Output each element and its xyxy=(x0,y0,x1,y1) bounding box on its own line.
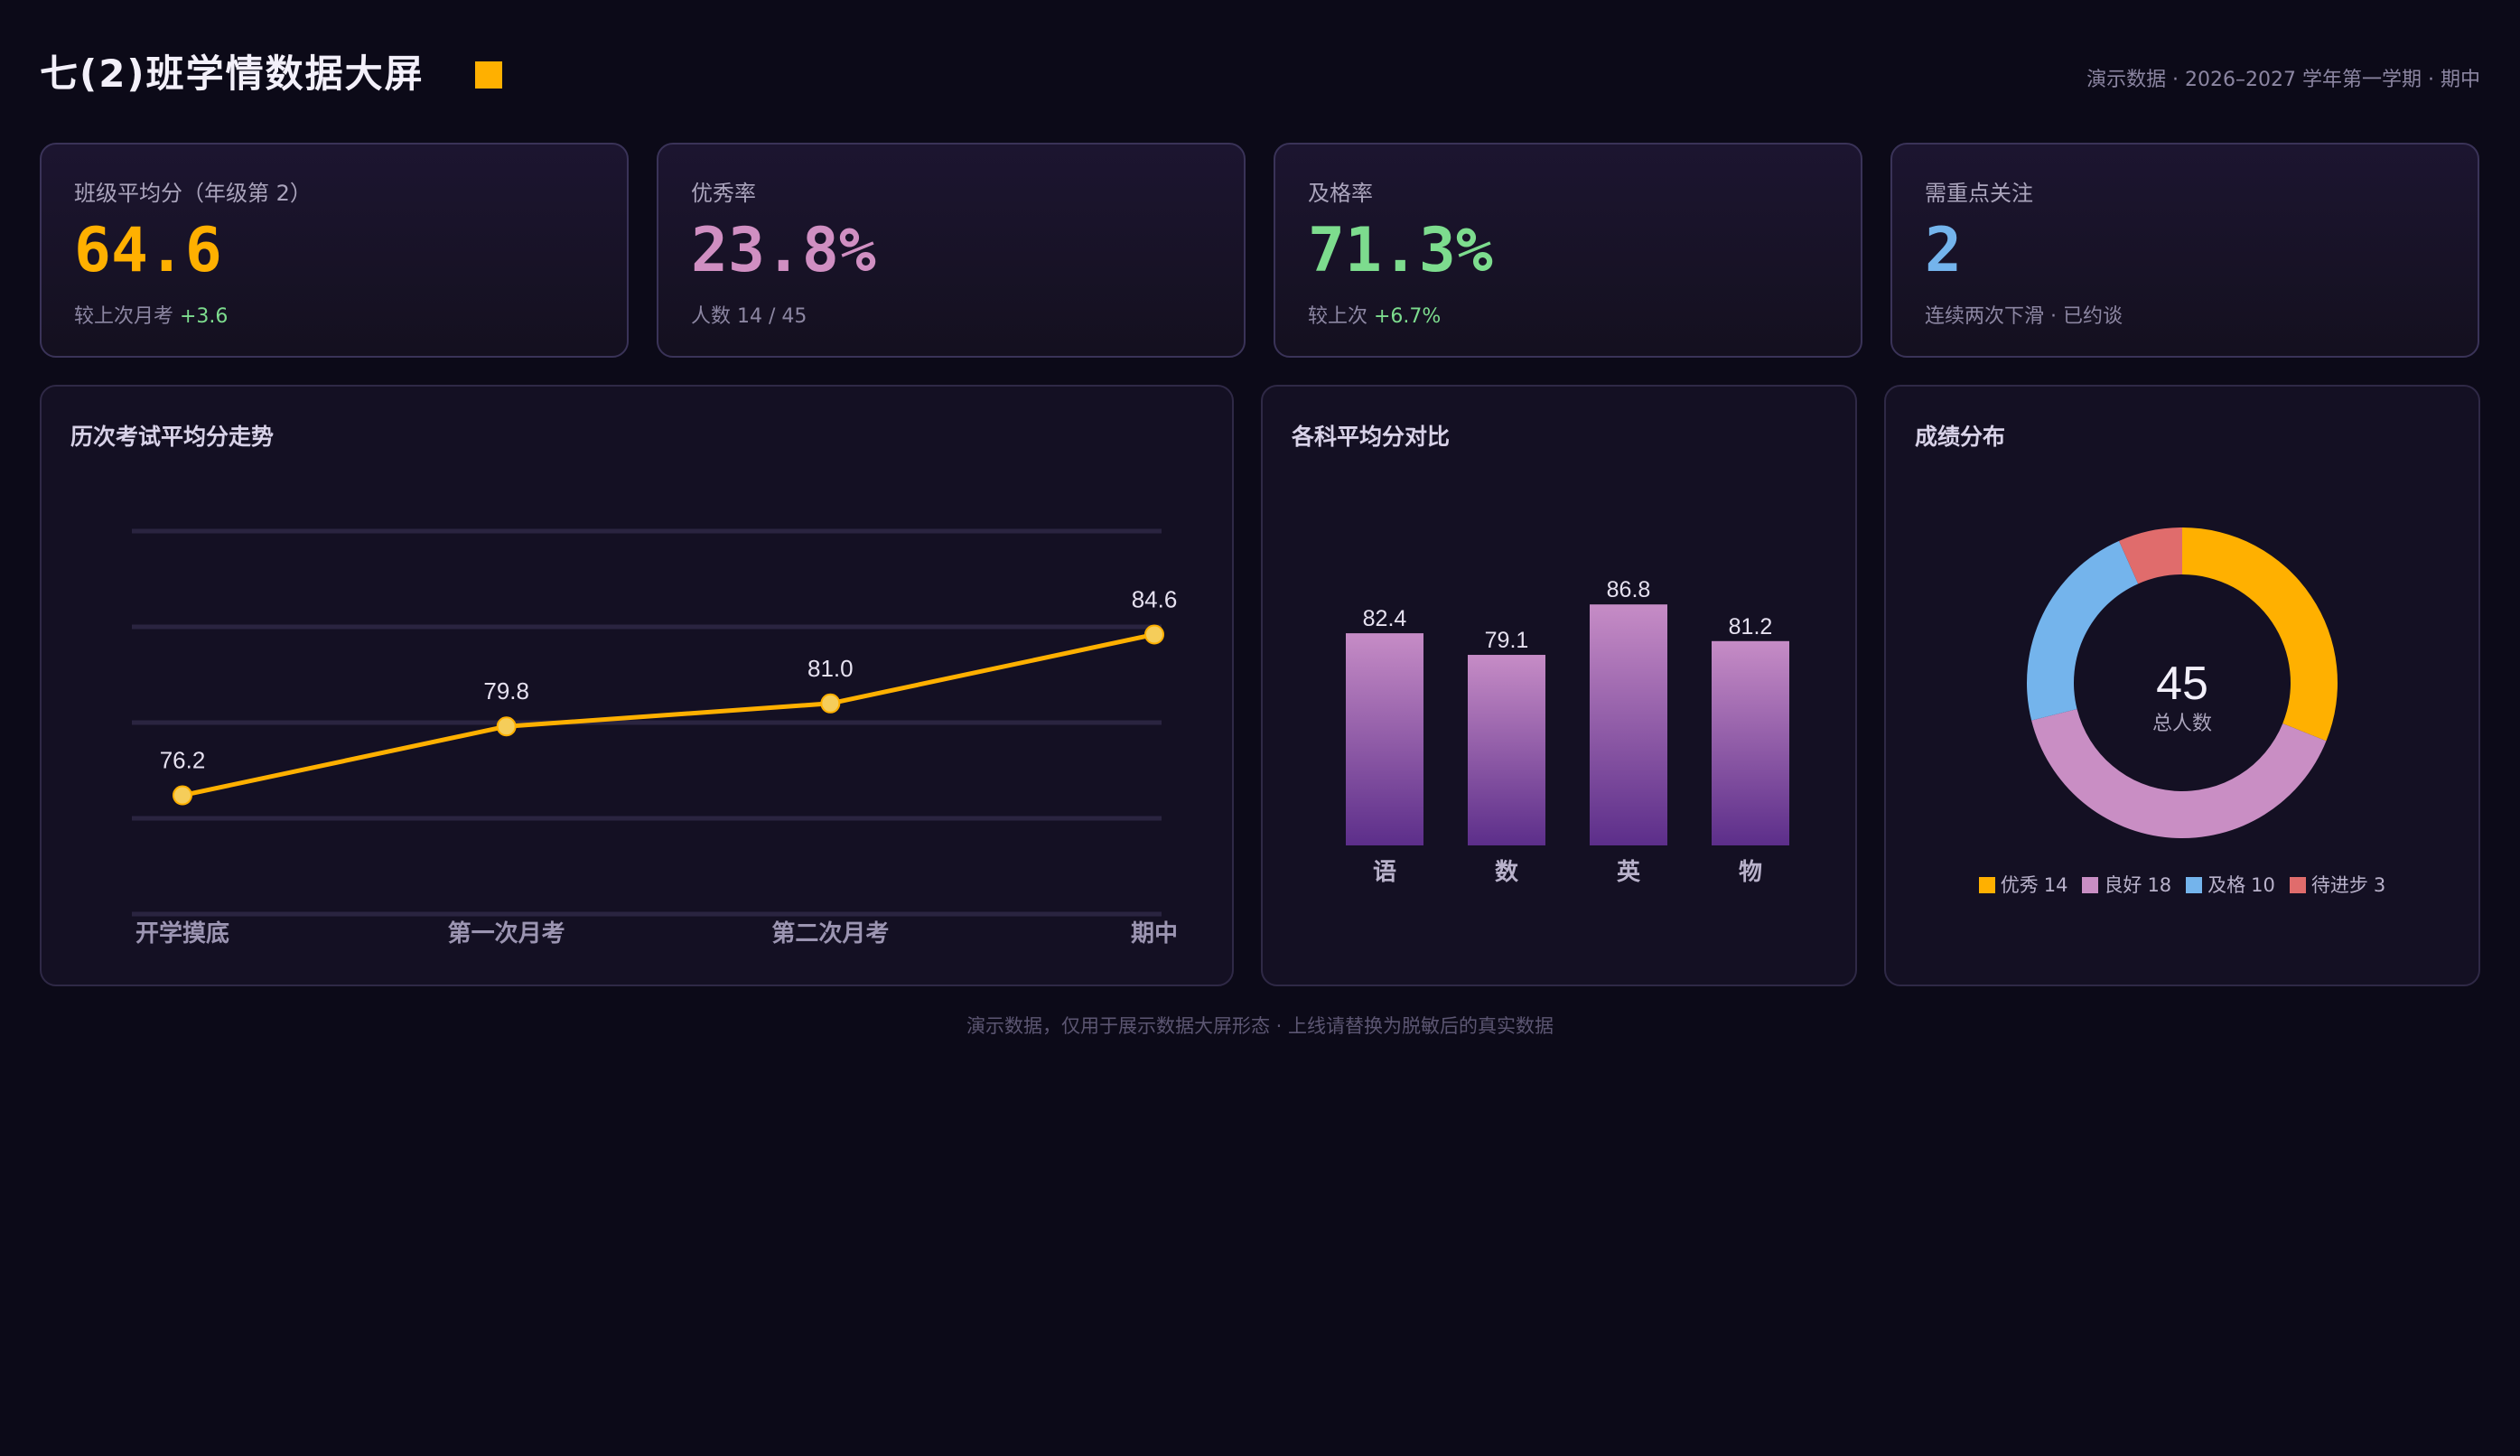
legend-label: 待进步 xyxy=(2310,874,2368,896)
title-accent-square xyxy=(475,61,502,89)
bar-value-label: 86.8 xyxy=(1607,577,1651,602)
kpi-card-attention: 需重点关注 2 连续两次下滑 · 已约谈 xyxy=(1890,143,2479,358)
bar-value-label: 82.4 xyxy=(1363,606,1407,631)
legend-swatch xyxy=(2289,877,2306,893)
kpi-label: 需重点关注 xyxy=(1925,181,2033,206)
donut-slice xyxy=(2182,527,2338,742)
legend-count: 18 xyxy=(2147,874,2172,896)
header: 七(2)班学情数据大屏 演示数据 · 2026–2027 学年第一学期 · 期中 xyxy=(40,47,2480,101)
data-point xyxy=(820,693,841,714)
bar xyxy=(1346,633,1423,845)
donut-slice xyxy=(2031,709,2327,838)
bar xyxy=(1468,655,1545,845)
kpi-sub: 较上次 +6.7% xyxy=(1308,300,1441,329)
kpi-sub: 连续两次下滑 · 已约谈 xyxy=(1925,300,2123,329)
trend-line-chart: 76.2 开学摸底 79.8 第一次月考 81.0 第二次月考 84.6 期中 xyxy=(132,528,1178,947)
legend-item: 良好 18 xyxy=(2082,871,2171,898)
kpi-card-pass-rate: 及格率 71.3% 较上次 +6.7% xyxy=(1274,143,1862,358)
kpi-value: 23.8% xyxy=(691,215,876,286)
kpi-card-average: 班级平均分（年级第 2） 64.6 较上次月考 +3.6 xyxy=(40,143,629,358)
data-label: 79.8 xyxy=(483,677,529,705)
bar-value-label: 79.1 xyxy=(1485,628,1529,653)
x-tick-label: 开学摸底 xyxy=(135,919,229,947)
trend-line xyxy=(182,632,1155,798)
trend-panel: 历次考试平均分走势 76.2 开学摸底 79.8 第一次月考 81.0 第二次月考 84.6… xyxy=(40,385,1234,986)
x-tick-label: 数 xyxy=(1495,858,1519,885)
data-point xyxy=(173,785,192,806)
kpi-sub-text: 人数 14 / 45 xyxy=(691,305,807,328)
subjects-panel: 各科平均分对比 82.4 语 79.1 数 86.8 英 81.2 物 xyxy=(1261,385,1857,986)
kpi-delta: +3.6 xyxy=(180,305,229,328)
kpi-sub-text: 连续两次下滑 · 已约谈 xyxy=(1925,305,2123,328)
kpi-delta: +6.7% xyxy=(1374,305,1442,328)
data-point xyxy=(1144,624,1164,645)
legend-label: 良好 xyxy=(2104,874,2142,896)
x-tick-label: 语 xyxy=(1373,858,1396,885)
legend-count: 3 xyxy=(2373,874,2386,896)
kpi-value: 64.6 xyxy=(74,215,222,286)
panel-title: 历次考试平均分走势 xyxy=(70,424,275,450)
x-tick-label: 第二次月考 xyxy=(771,919,889,947)
donut-total: 45 xyxy=(2156,658,2208,710)
kpi-value: 2 xyxy=(1925,215,1962,286)
legend-item: 优秀 14 xyxy=(1978,871,2068,898)
donut-total-label: 总人数 xyxy=(2152,712,2212,734)
legend-item: 及格 10 xyxy=(2186,871,2275,898)
kpi-sub-text: 较上次 xyxy=(1308,305,1374,328)
legend-swatch xyxy=(2186,877,2203,893)
legend-swatch xyxy=(2082,877,2099,893)
donut-slice xyxy=(2027,540,2139,721)
kpi-value: 71.3% xyxy=(1308,215,1493,286)
bar xyxy=(1712,640,1789,845)
legend-swatch xyxy=(1978,877,1995,893)
x-tick-label: 期中 xyxy=(1131,919,1178,947)
subjects-bar-chart: 82.4 语 79.1 数 86.8 英 81.2 物 xyxy=(1346,577,1789,885)
legend-item: 待进步 3 xyxy=(2289,871,2386,898)
x-tick-label: 物 xyxy=(1739,858,1762,885)
header-meta: 演示数据 · 2026–2027 学年第一学期 · 期中 xyxy=(2086,69,2480,91)
kpi-label: 及格率 xyxy=(1308,181,1373,206)
kpi-card-excellent-rate: 优秀率 23.8% 人数 14 / 45 xyxy=(657,143,1246,358)
legend-label: 及格 xyxy=(2207,874,2246,896)
distribution-panel: 成绩分布 45 总人数 优秀 14 良好 18 及格 10 待进步 3 xyxy=(1884,385,2480,986)
kpi-sub: 较上次月考 +3.6 xyxy=(74,300,228,329)
page-title: 七(2)班学情数据大屏 xyxy=(40,51,425,96)
x-tick-label: 英 xyxy=(1617,858,1641,885)
data-point xyxy=(496,716,517,737)
panel-title: 各科平均分对比 xyxy=(1292,424,1451,450)
legend-label: 优秀 xyxy=(2000,874,2039,896)
kpi-label: 优秀率 xyxy=(691,181,756,206)
legend-count: 14 xyxy=(2043,874,2068,896)
x-tick-label: 第一次月考 xyxy=(448,919,565,947)
kpi-sub: 人数 14 / 45 xyxy=(691,300,807,329)
panel-title: 成绩分布 xyxy=(1915,424,2006,450)
kpi-label: 班级平均分（年级第 2） xyxy=(74,181,312,206)
footer-note: 演示数据，仅用于展示数据大屏形态 · 上线请替换为脱敏后的真实数据 xyxy=(966,1015,1554,1037)
data-label: 81.0 xyxy=(807,655,854,682)
bar-value-label: 81.2 xyxy=(1729,614,1773,639)
bar xyxy=(1590,604,1667,845)
data-label: 76.2 xyxy=(160,747,206,774)
legend-count: 10 xyxy=(2251,874,2275,896)
kpi-sub-text: 较上次月考 xyxy=(74,305,180,328)
donut-slice xyxy=(2119,527,2182,584)
data-label: 84.6 xyxy=(1132,585,1178,612)
distribution-legend: 优秀 14 良好 18 及格 10 待进步 3 xyxy=(1886,871,2478,898)
